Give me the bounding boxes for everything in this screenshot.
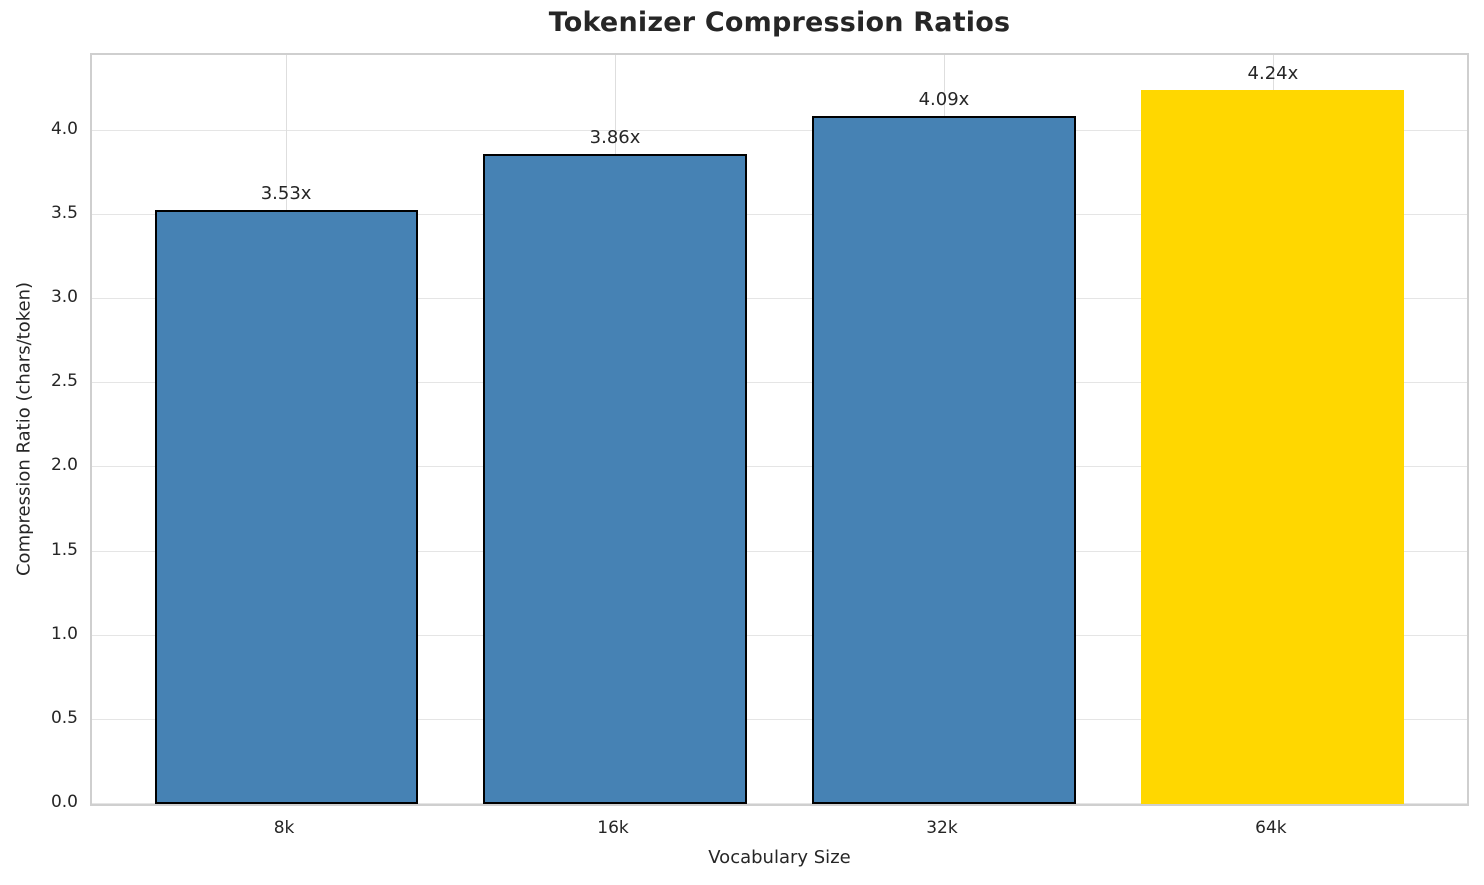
- y-tick-label: 3.5: [50, 202, 78, 223]
- y-gridline: [92, 718, 1467, 720]
- x-tick-label: 32k: [926, 818, 958, 838]
- y-gridline: [92, 634, 1467, 636]
- y-tick-label: 0.5: [50, 707, 78, 728]
- bar-value-label: 4.09x: [918, 88, 970, 110]
- y-tick-label: 2.5: [50, 371, 78, 392]
- y-tick-label: 3.0: [50, 287, 78, 308]
- bar-32k: [812, 115, 1076, 804]
- y-tick-label: 1.5: [50, 539, 78, 560]
- x-tick-label: 16k: [597, 818, 629, 838]
- y-tick-label: 2.0: [50, 455, 78, 476]
- bar-value-label: 3.53x: [260, 182, 312, 204]
- x-tick-label: 8k: [273, 818, 295, 838]
- y-gridline: [92, 466, 1467, 468]
- bar-8k: [154, 209, 418, 804]
- bar-value-label: 3.86x: [589, 127, 641, 149]
- y-axis-label-text: Compression Ratio (chars/token): [13, 281, 35, 577]
- y-tick-label: 0.0: [50, 792, 78, 812]
- bar-value-label: 4.24x: [1247, 63, 1299, 85]
- chart-title: Tokenizer Compression Ratios: [548, 7, 1011, 38]
- y-gridline: [92, 129, 1467, 131]
- plot-area: 3.53x 3.86x 4.09x 4.24x: [90, 53, 1469, 806]
- x-axis-label: Vocabulary Size: [708, 847, 851, 868]
- y-gridline: [92, 298, 1467, 300]
- bar-16k: [483, 154, 747, 804]
- x-tick-label: 64k: [1255, 818, 1287, 838]
- y-gridline: [92, 382, 1467, 384]
- y-tick-label: 1.0: [50, 623, 78, 644]
- y-gridline: [92, 213, 1467, 215]
- y-gridline: [92, 550, 1467, 552]
- y-gridline: [92, 803, 1467, 804]
- y-tick-label: 4.0: [50, 118, 78, 139]
- bar-64k: [1141, 90, 1405, 804]
